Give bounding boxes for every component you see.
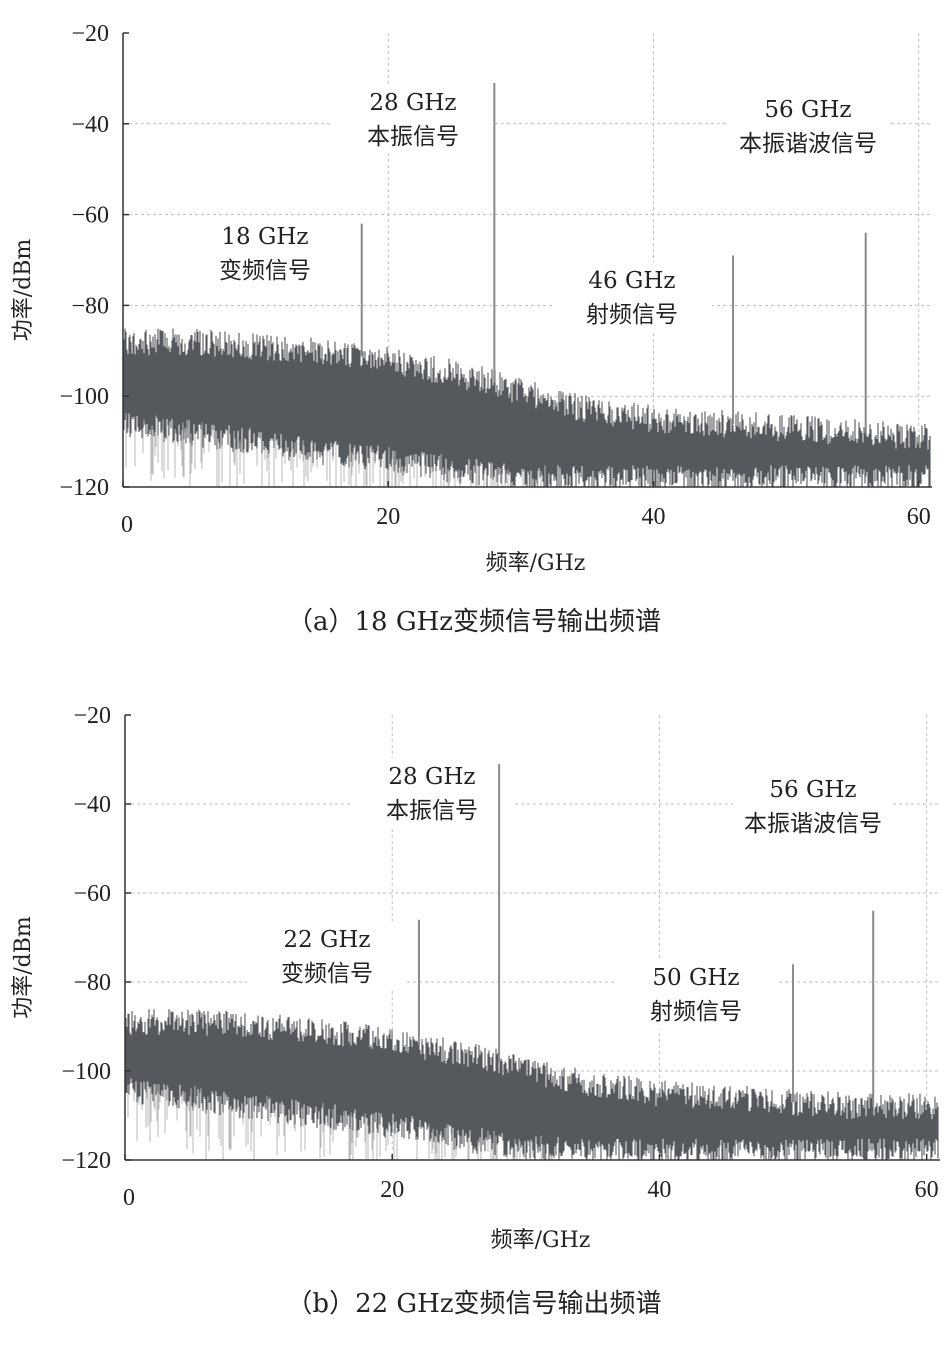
peak-annotation: 本振谐波信号: [744, 811, 882, 837]
figure-caption: （a）18 GHz变频信号输出频谱: [287, 607, 661, 637]
y-axis-label: 功率/dBm: [11, 916, 36, 1019]
annotation-bg: [185, 218, 345, 288]
peak-annotation: 本振信号: [386, 798, 478, 824]
peak-annotation: 56 GHz: [764, 97, 851, 123]
y-tick-label: −100: [61, 1059, 111, 1085]
chart-b: 22 GHz 变频信号 28 GHz 本振信号 50 GHz 射频信号 56 GHz 本振谐波…: [11, 703, 940, 1319]
annotation-bg: [552, 262, 712, 332]
annotation-bg: [333, 84, 493, 154]
chart-a: 18 GHz 变频信号 28 GHz 本振信号 46 GHz 射频信号 56 GHz 本振谐波…: [11, 21, 932, 637]
peak-annotation: 本振谐波信号: [739, 131, 877, 157]
peak-annotation: 56 GHz: [769, 777, 856, 803]
x-tick-label: 40: [647, 1177, 671, 1203]
y-axis-label: 功率/dBm: [11, 239, 36, 342]
y-tick-label: −20: [71, 21, 109, 47]
noise-floor: [125, 1009, 939, 1160]
peak-annotation: 射频信号: [586, 302, 678, 328]
annotation-bg: [247, 921, 407, 991]
annotation-bg: [352, 758, 512, 828]
noise-series: [123, 328, 931, 487]
x-tick-label: 0: [121, 512, 133, 538]
peak-annotation: 变频信号: [281, 961, 373, 987]
y-tick-label: −60: [71, 203, 109, 229]
y-tick-label: −100: [59, 384, 109, 410]
y-tick-label: −20: [73, 703, 111, 729]
peak-annotation: 50 GHz: [652, 965, 739, 991]
annotation-bg: [733, 771, 893, 841]
x-axis-label: 频率/GHz: [486, 551, 586, 576]
peak-annotation: 22 GHz: [283, 927, 370, 953]
peak-annotation: 46 GHz: [588, 268, 675, 294]
y-tick-label: −60: [73, 881, 111, 907]
x-axis-label: 频率/GHz: [491, 1228, 591, 1253]
peak-annotation: 18 GHz: [221, 224, 308, 250]
figure-caption: （b）22 GHz变频信号输出频谱: [286, 1289, 661, 1319]
x-tick-label: 60: [915, 1177, 939, 1203]
x-tick-label: 0: [123, 1185, 135, 1211]
annotation-bg: [728, 91, 888, 161]
y-tick-label: −40: [71, 112, 109, 138]
noise-spikes: [125, 413, 547, 487]
x-tick-label: 60: [907, 504, 931, 530]
x-tick-label: 20: [376, 504, 400, 530]
peak-annotation: 28 GHz: [388, 764, 475, 790]
annotation-bg: [616, 959, 776, 1029]
noise-floor: [123, 328, 931, 487]
y-tick-label: −120: [59, 475, 109, 501]
peak-annotation: 射频信号: [650, 999, 742, 1025]
x-tick-label: 40: [641, 504, 665, 530]
y-tick-label: −80: [73, 970, 111, 996]
y-tick-label: −80: [71, 293, 109, 319]
noise-spikes: [127, 1081, 553, 1160]
y-tick-label: −40: [73, 792, 111, 818]
peak-annotation: 本振信号: [367, 124, 459, 150]
peak-annotation: 变频信号: [219, 258, 311, 284]
peak-annotation: 28 GHz: [369, 90, 456, 116]
y-tick-label: −120: [61, 1148, 111, 1174]
noise-series: [125, 1009, 939, 1160]
x-tick-label: 20: [380, 1177, 404, 1203]
